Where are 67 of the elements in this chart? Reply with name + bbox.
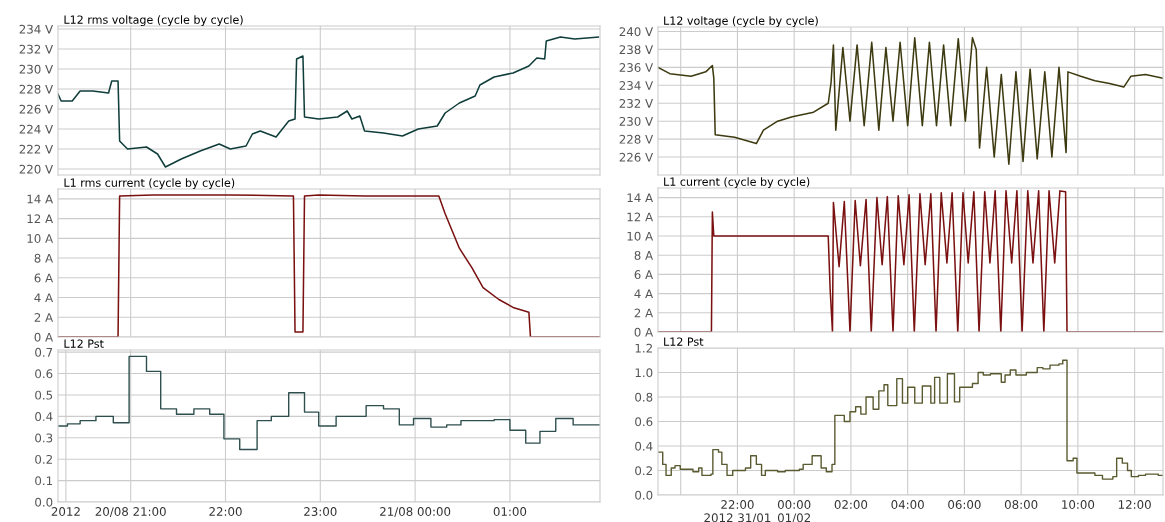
y-tick-label: 0.8 (635, 392, 653, 402)
chart-title: L1 current (cycle by cycle) (664, 177, 810, 188)
x-tick-label: 08:00 (1004, 500, 1038, 509)
y-tick-label: 4 A (34, 293, 54, 303)
y-tick-label: 228 V (19, 84, 54, 94)
y-tick-label: 222 V (19, 144, 54, 154)
y-tick-label: 0.1 (35, 476, 53, 486)
x-tick-label: 10:00 (1062, 500, 1095, 509)
y-tick-label: 14 A (27, 194, 54, 204)
chart-title: L12 voltage (cycle by cycle) (664, 16, 818, 27)
y-tick-label: 0.4 (35, 412, 53, 422)
y-tick-label: 240 V (619, 27, 654, 37)
x-tick-label: 02:00 (834, 500, 868, 509)
y-tick-label: 232 V (619, 98, 654, 108)
line-series (658, 36, 1163, 166)
y-tick-label: 6 A (634, 270, 654, 280)
y-tick-label: 10 A (27, 234, 54, 243)
x-tick-label: 2012 (51, 507, 80, 516)
y-tick-label: 10 A (627, 231, 654, 241)
y-tick-label: 0.0 (635, 490, 653, 500)
x-tick-label: 06:00 (948, 500, 981, 509)
x-tick-label: 12:00 (1118, 500, 1151, 509)
x-tick-label: 22:00 (209, 507, 242, 516)
y-tick-label: 230 V (619, 116, 654, 126)
y-tick-label: 2 A (34, 312, 54, 322)
y-tick-label: 8 A (34, 253, 54, 263)
y-tick-label: 0 A (34, 332, 54, 342)
y-tick-label: 0.0 (35, 497, 53, 507)
chart-title: L12 Pst (664, 337, 704, 346)
y-tick-label: 4 A (634, 289, 654, 299)
x-tick-label: 01:00 (493, 507, 527, 516)
chart-title: L1 rms current (cycle by cycle) (64, 178, 235, 189)
x-tick-label: 21/08 00:00 (380, 507, 451, 517)
y-tick-label: 0.4 (635, 441, 653, 451)
x-tick-label: 04:00 (891, 500, 924, 509)
y-tick-label: 226 V (619, 152, 654, 162)
y-tick-label: 0.2 (35, 454, 52, 464)
y-tick-label: 236 V (619, 63, 654, 73)
y-tick-label: 0.2 (635, 466, 652, 476)
y-tick-label: 14 A (627, 193, 654, 203)
y-tick-label: 0 A (634, 327, 654, 337)
y-tick-label: 224 V (19, 124, 54, 134)
y-tick-label: 238 V (619, 45, 654, 55)
y-tick-label: 0.3 (35, 433, 53, 443)
y-tick-label: 0.7 (35, 347, 53, 357)
y-tick-label: 1.2 (635, 343, 652, 353)
y-tick-label: 12 A (627, 212, 654, 222)
x-tick-label: 20/08 21:00 (95, 507, 166, 517)
x-tick-label: 23:00 (304, 507, 337, 516)
chart-title: L12 Pst (64, 339, 104, 348)
y-tick-label: 232 V (19, 44, 54, 54)
y-tick-label: 12 A (27, 214, 54, 224)
y-tick-label: 0.6 (35, 369, 53, 379)
y-tick-label: 0.5 (35, 390, 53, 400)
y-tick-label: 226 V (19, 104, 54, 114)
y-tick-label: 220 V (19, 164, 54, 174)
line-series (58, 36, 600, 168)
y-tick-label: 228 V (619, 134, 654, 144)
y-tick-label: 234 V (19, 24, 54, 34)
y-tick-label: 234 V (619, 81, 654, 90)
y-tick-label: 2 A (634, 308, 654, 318)
y-tick-label: 1.0 (635, 368, 653, 378)
y-tick-label: 0.6 (635, 417, 653, 427)
y-tick-label: 8 A (634, 250, 654, 260)
chart-title: L12 rms voltage (cycle by cycle) (64, 15, 243, 26)
y-tick-label: 230 V (19, 64, 54, 74)
y-tick-label: 6 A (34, 273, 54, 283)
